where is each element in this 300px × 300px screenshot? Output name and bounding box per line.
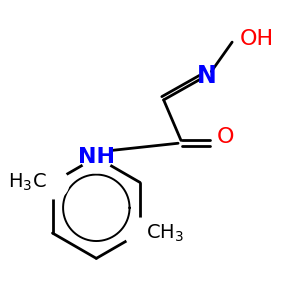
Text: O: O: [217, 128, 235, 148]
Text: H$_3$C: H$_3$C: [8, 172, 47, 193]
Text: N: N: [197, 64, 217, 88]
Text: CH$_3$: CH$_3$: [146, 222, 184, 244]
Text: OH: OH: [239, 29, 274, 49]
Text: NH: NH: [78, 147, 115, 167]
